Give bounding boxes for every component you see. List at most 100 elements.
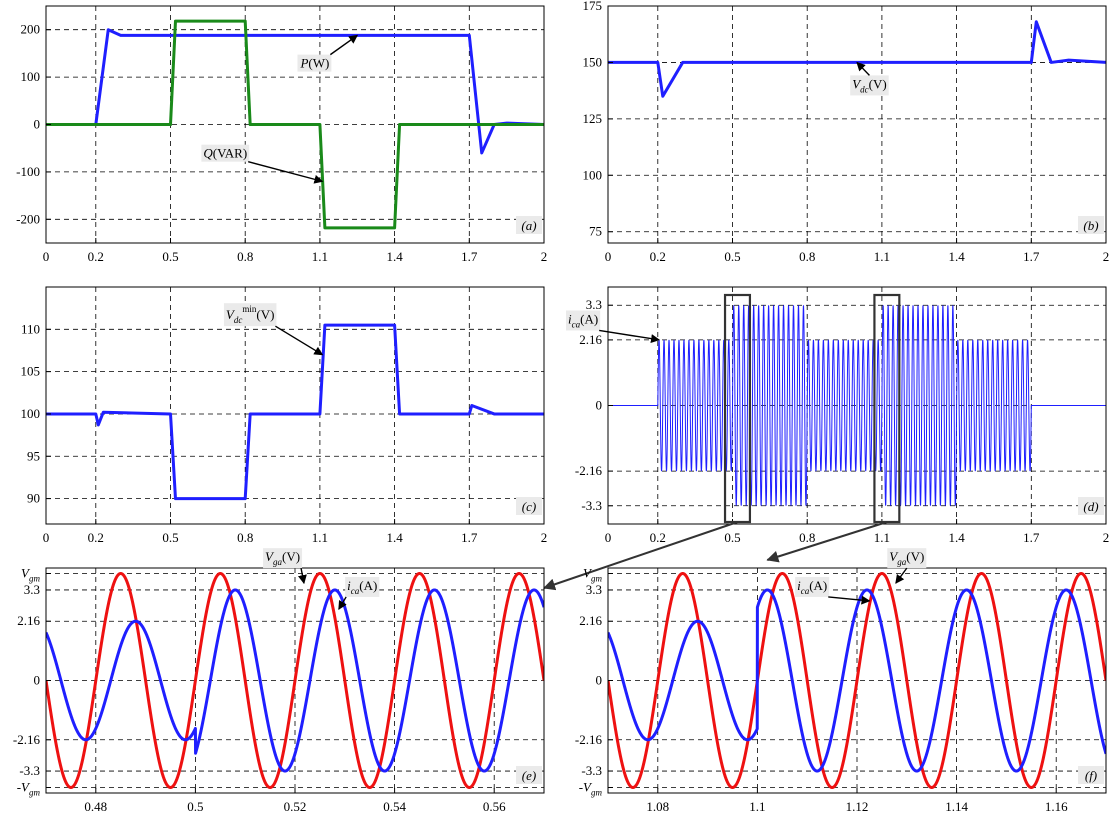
x-tick-label-a: 1.7 (461, 249, 478, 264)
series-line-f-0 (608, 571, 1106, 790)
y-tick-label-e: -Vgm (17, 780, 41, 798)
y-tick-label-a: 0 (34, 117, 41, 132)
y-tick-label-d: 0 (596, 398, 603, 413)
y-tick-label-a: -100 (16, 164, 40, 179)
panel-d: 0 0.2 0.5 0.8 1.1 1.4 1.7 2 3.3 2.16 0 -2.16 -3.3 (d)… (543, 286, 1110, 591)
y-tick-label-b: 125 (583, 111, 603, 126)
series-line-e-0 (46, 571, 544, 790)
x-tick-label-d: 0.2 (650, 530, 666, 545)
x-tick-label-a: 0 (43, 249, 50, 264)
y-tick-label-d: -2.16 (575, 463, 603, 478)
zoom-arrow (766, 521, 888, 563)
x-tick-label-d: 0.8 (799, 530, 815, 545)
y-tick-label-d: 3.3 (586, 297, 602, 312)
series-label-e-0: Vga(V) (265, 549, 300, 567)
series-line-c-0 (46, 323, 544, 501)
zoom-arrow (543, 521, 738, 591)
panel-a: 0 0.2 0.5 0.8 1.1 1.4 1.7 2 200 100 0 -100 -200 (a) P(… (16, 5, 548, 264)
series-label-d-0: ica(A) (568, 311, 598, 329)
panel-label-c: (c) (522, 499, 536, 514)
x-tick-label-a: 1.4 (386, 249, 403, 264)
annotation-arrow (338, 596, 347, 611)
x-tick-label-d: 1.1 (874, 530, 890, 545)
y-tick-label-a: 200 (21, 22, 41, 37)
y-tick-label-e: 3.3 (24, 582, 40, 597)
panel-b: 0 0.2 0.5 0.8 1.1 1.4 1.7 2 175 150 125 100 75 (b) Vdc… (583, 0, 1110, 264)
panel-label-d: (d) (1083, 499, 1098, 514)
y-tick-label-c: 100 (21, 406, 41, 421)
series-line-f-1 (608, 588, 1106, 773)
x-tick-label-b: 0 (605, 249, 612, 264)
x-tick-label-a: 1.1 (312, 249, 328, 264)
annotation-arrow (298, 568, 307, 585)
y-tick-label-f: Vgm (583, 565, 602, 583)
panel-label-e: (e) (522, 768, 536, 783)
plot-frame-b (607, 5, 1107, 244)
zoom-window-box (723, 293, 752, 524)
annotation-arrow (895, 567, 908, 584)
x-tick-label-c: 0 (43, 530, 50, 545)
series-line-d-0 (608, 305, 1106, 506)
x-tick-label-d: 0 (605, 530, 612, 545)
x-tick-label-b: 1.4 (948, 249, 965, 264)
y-tick-label-e: Vgm (21, 565, 40, 583)
x-tick-label-b: 2 (1103, 249, 1110, 264)
annotation-arrow (599, 329, 661, 344)
x-tick-label-e: 0.48 (84, 799, 107, 814)
x-tick-label-f: 1.08 (646, 799, 669, 814)
x-tick-label-e: 0.5 (187, 799, 203, 814)
y-tick-label-c: 110 (21, 321, 40, 336)
x-tick-label-b: 0.5 (724, 249, 740, 264)
panel-label-b: (b) (1083, 218, 1098, 233)
series-line-b-0 (608, 20, 1106, 98)
x-tick-label-e: 0.54 (383, 799, 406, 814)
y-tick-label-a: -200 (16, 211, 40, 226)
y-tick-label-f: -3.3 (581, 763, 602, 778)
y-tick-label-b: 100 (583, 167, 603, 182)
series-label-e-1: ica(A) (347, 578, 377, 596)
series-label-f-0: Vga(V) (889, 549, 924, 567)
annotation-arrow (248, 161, 324, 184)
x-tick-label-a: 2 (541, 249, 548, 264)
x-tick-label-c: 2 (541, 530, 548, 545)
x-tick-label-f: 1.1 (749, 799, 765, 814)
y-tick-label-b: 75 (589, 224, 602, 239)
series-label-c-0: Vdcmin(V) (226, 304, 275, 325)
y-tick-label-c: 95 (27, 448, 40, 463)
series-label-a-1: Q(VAR) (203, 146, 247, 161)
x-tick-label-d: 2 (1103, 530, 1110, 545)
y-tick-label-e: -2.16 (13, 732, 41, 747)
y-tick-label-e: 0 (34, 673, 41, 688)
y-tick-label-c: 90 (27, 491, 40, 506)
x-tick-label-c: 1.1 (312, 530, 328, 545)
series-label-b-0: Vdc(V) (852, 76, 887, 94)
x-tick-label-f: 1.14 (945, 799, 968, 814)
x-tick-label-d: 1.7 (1023, 530, 1040, 545)
annotation-arrow (828, 595, 871, 605)
y-tick-label-f: -Vgm (579, 780, 603, 798)
y-tick-label-f: 2.16 (579, 613, 602, 628)
x-tick-label-a: 0.2 (88, 249, 104, 264)
x-tick-label-e: 0.52 (284, 799, 307, 814)
x-tick-label-f: 1.16 (1045, 799, 1068, 814)
x-tick-label-c: 0.8 (237, 530, 253, 545)
x-tick-label-a: 0.5 (162, 249, 178, 264)
panel-label-a: (a) (521, 218, 536, 233)
y-tick-label-c: 105 (21, 364, 41, 379)
y-tick-label-b: 175 (583, 0, 603, 13)
y-tick-label-e: 2.16 (17, 613, 40, 628)
y-tick-label-d: -3.3 (581, 498, 602, 513)
series-line-e-1 (46, 588, 544, 773)
x-tick-label-b: 1.1 (874, 249, 890, 264)
y-tick-label-e: -3.3 (19, 763, 40, 778)
panel-label-f: (f) (1085, 768, 1097, 783)
x-tick-label-e: 0.56 (483, 799, 506, 814)
x-tick-label-c: 0.2 (88, 530, 104, 545)
y-tick-label-f: 0 (596, 673, 603, 688)
y-tick-label-f: -2.16 (575, 732, 603, 747)
x-tick-label-b: 0.2 (650, 249, 666, 264)
